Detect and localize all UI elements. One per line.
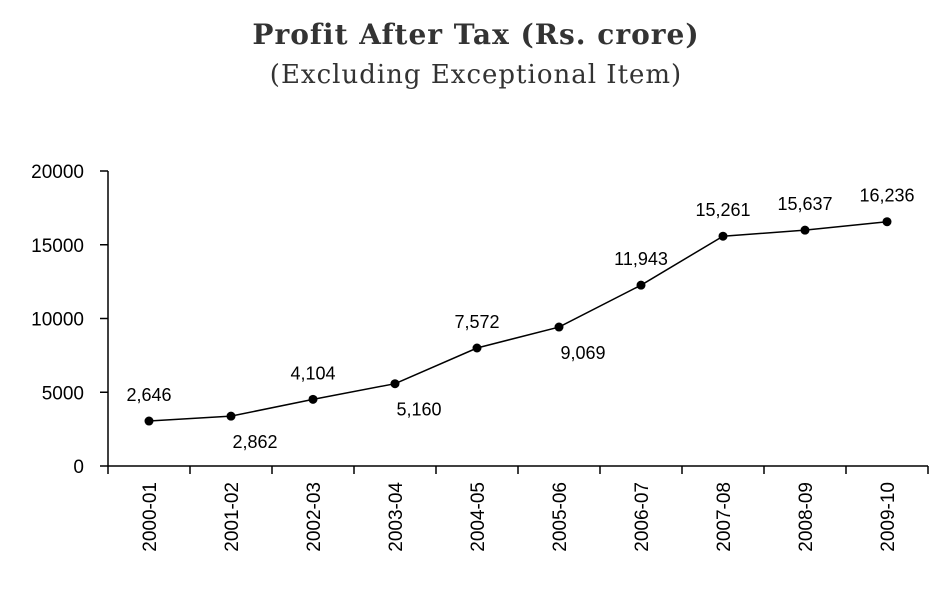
data-labels: 2,646 2,862 4,104 5,160 7,572 9,069 11,943 15,2… bbox=[126, 186, 914, 452]
x-tick-label: 2004-05 bbox=[468, 482, 489, 552]
series-line bbox=[144, 217, 892, 426]
data-point bbox=[882, 217, 892, 227]
data-label: 11,943 bbox=[614, 249, 668, 269]
x-tick-label: 2008-09 bbox=[796, 482, 817, 552]
chart-title: Profit After Tax (Rs. crore) bbox=[252, 18, 700, 51]
x-tick-label: 2005-06 bbox=[550, 482, 571, 552]
data-point bbox=[390, 379, 400, 389]
data-point bbox=[308, 394, 318, 404]
x-tick-label: 2000-01 bbox=[140, 482, 161, 552]
x-tick-label: 2009-10 bbox=[878, 482, 899, 552]
y-tick-label: 5000 bbox=[42, 383, 84, 404]
series-polyline bbox=[148, 220, 888, 422]
y-tick-label: 20000 bbox=[31, 162, 84, 183]
data-point bbox=[554, 322, 564, 332]
x-tick-label: 2007-08 bbox=[714, 482, 735, 552]
y-tick-label: 15000 bbox=[31, 236, 84, 257]
data-label: 15,637 bbox=[777, 194, 832, 214]
data-point bbox=[800, 225, 810, 235]
data-point bbox=[472, 343, 482, 353]
data-point bbox=[226, 411, 236, 421]
data-point bbox=[718, 231, 728, 241]
data-label: 9,069 bbox=[560, 343, 605, 363]
y-tick-label: 10000 bbox=[31, 310, 84, 331]
data-label: 2,862 bbox=[232, 432, 277, 452]
data-label: 4,104 bbox=[290, 363, 335, 383]
data-label: 15,261 bbox=[695, 200, 750, 220]
data-label: 16,236 bbox=[859, 186, 914, 206]
data-label: 5,160 bbox=[396, 400, 441, 420]
data-point bbox=[144, 416, 154, 426]
x-tick-label: 2001-02 bbox=[222, 482, 243, 552]
data-label: 2,646 bbox=[126, 385, 171, 405]
chart-axes: 0 5000 10000 15000 20000 2000-01 2001-02 2002-0… bbox=[31, 162, 929, 552]
y-tick-label: 0 bbox=[73, 457, 84, 478]
data-label: 7,572 bbox=[454, 312, 499, 332]
x-tick-label: 2003-04 bbox=[386, 482, 407, 552]
x-tick-label: 2002-03 bbox=[304, 482, 325, 552]
data-point bbox=[636, 280, 646, 290]
chart-subtitle: (Excluding Exceptional Item) bbox=[269, 60, 683, 90]
x-tick-label: 2006-07 bbox=[632, 482, 653, 552]
